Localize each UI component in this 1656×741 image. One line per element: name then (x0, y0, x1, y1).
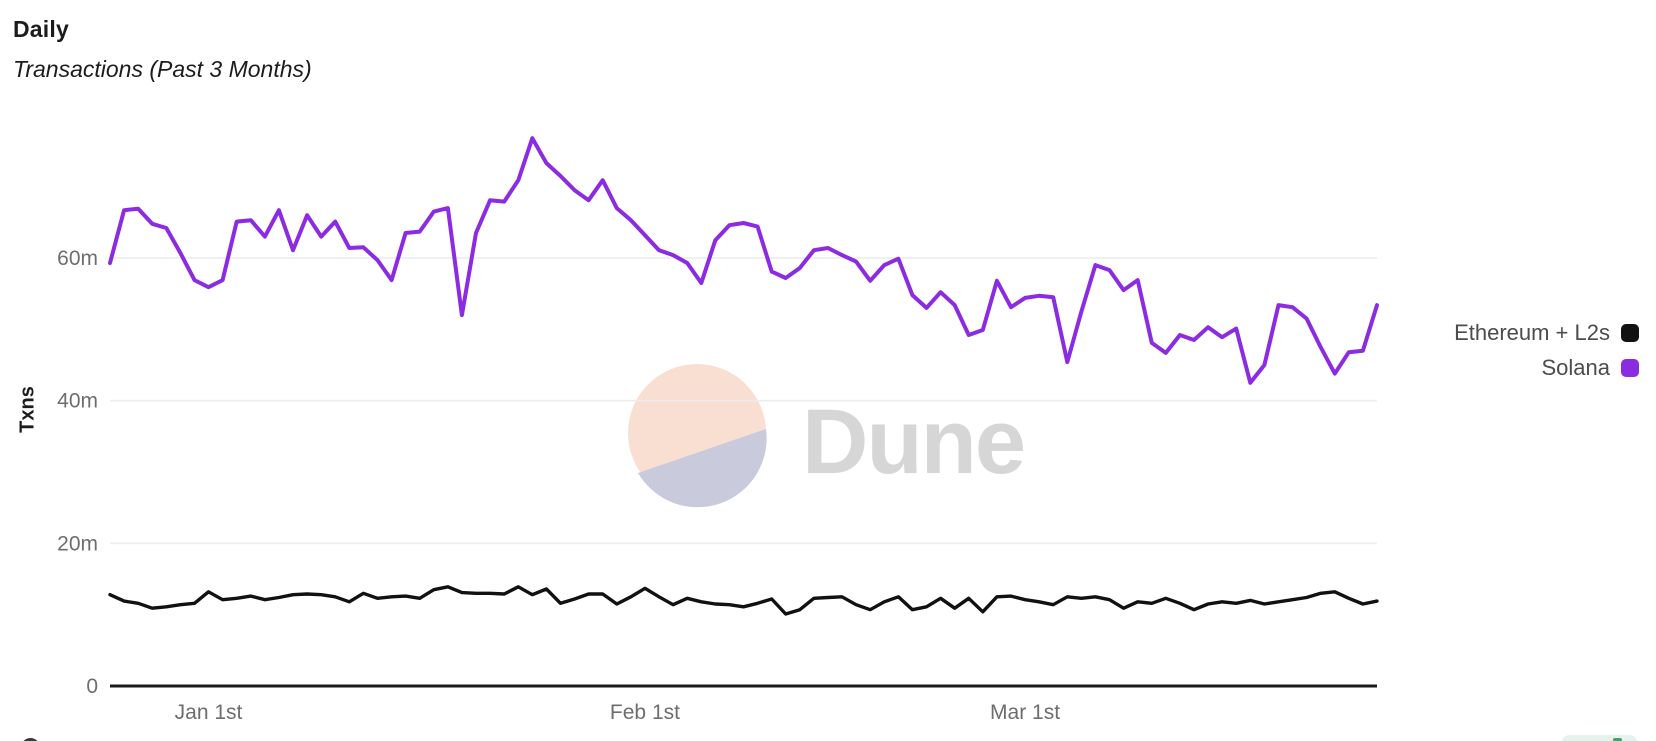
legend-item-solana[interactable]: Solana (1541, 355, 1639, 381)
badge-check-icon (1613, 738, 1622, 741)
legend-marker-purple (1621, 359, 1639, 377)
legend-label: Solana (1541, 355, 1610, 380)
svg-text:0: 0 (86, 675, 98, 698)
legend-item-ethereum-l2s[interactable]: Ethereum + L2s (1454, 320, 1639, 346)
legend-marker-black (1621, 324, 1639, 342)
svg-text:60m: 60m (57, 247, 98, 270)
status-badge-partial[interactable] (1561, 735, 1638, 741)
svg-text:20m: 20m (57, 532, 98, 555)
chart-legend: Ethereum + L2s Solana (1454, 320, 1639, 381)
svg-text:Jan 1st: Jan 1st (175, 701, 243, 724)
svg-text:Mar 1st: Mar 1st (990, 701, 1060, 724)
svg-text:Feb 1st: Feb 1st (610, 701, 680, 724)
chart-subtitle: Transactions (Past 3 Months) (13, 56, 312, 82)
partial-avatar-icon (21, 738, 40, 741)
svg-text:40m: 40m (57, 390, 98, 413)
chart-title: Daily (13, 16, 69, 42)
legend-label: Ethereum + L2s (1454, 320, 1610, 345)
